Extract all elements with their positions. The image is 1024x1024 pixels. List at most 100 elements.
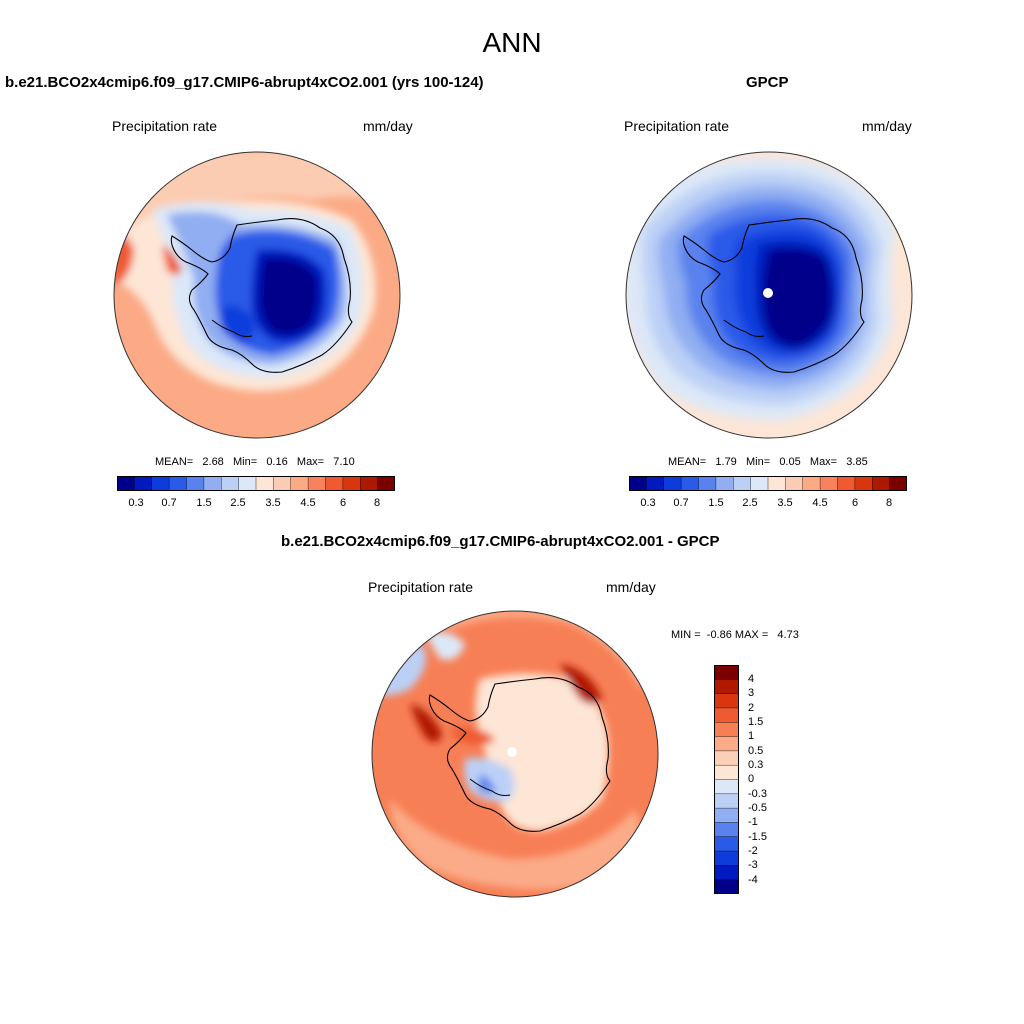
diff-ross-core-negative xyxy=(478,774,496,794)
colorbar-swatch xyxy=(186,476,205,491)
model-colorbar-labels: 0.3 0.7 1.5 2.5 3.5 4.5 6 8 xyxy=(117,497,395,511)
diff-pole-missing-data xyxy=(507,747,517,757)
colorbar-swatch xyxy=(714,736,739,752)
model-colorbar-label: 3.5 xyxy=(265,497,281,509)
colorbar-swatch xyxy=(325,476,344,491)
diff-variable-label: Precipitation rate xyxy=(368,579,474,595)
model-colorbar-label: 1.5 xyxy=(196,497,212,509)
obs-colorbar-labels: 0.3 0.7 1.5 2.5 3.5 4.5 6 8 xyxy=(629,497,907,511)
model-colorbar-label: 4.5 xyxy=(300,497,316,509)
obs-mean-label: MEAN= xyxy=(668,456,707,468)
colorbar-swatch xyxy=(151,476,170,491)
diff-colorbar-label: 0 xyxy=(748,773,755,785)
colorbar-swatch xyxy=(714,665,739,680)
model-panel-title: b.e21.BCO2x4cmip6.f09_g17.CMIP6-abrupt4x… xyxy=(5,74,484,91)
diff-colorbar-label: 0.5 xyxy=(748,745,764,757)
colorbar-swatch xyxy=(169,476,187,491)
obs-colorbar xyxy=(629,476,907,491)
diff-coastal-max xyxy=(560,664,602,704)
colorbar-swatch xyxy=(714,865,739,880)
model-mean-value: 2.68 xyxy=(202,456,224,468)
diff-stats: MIN = -0.86 MAX = 4.73 xyxy=(671,629,799,641)
diff-min-value: -0.86 xyxy=(706,629,732,641)
figure-title: ANN xyxy=(482,27,542,58)
colorbar-swatch xyxy=(785,476,804,491)
obs-max-label: Max= xyxy=(809,456,838,468)
model-ross-lobe xyxy=(220,305,255,342)
diff-colorbar-label: -0.5 xyxy=(748,802,767,814)
model-variable-label: Precipitation rate xyxy=(112,118,218,134)
diff-peninsula-max xyxy=(410,704,442,743)
obs-max-value: 3.85 xyxy=(846,456,868,468)
obs-colorbar-label: 4.5 xyxy=(812,497,828,509)
model-units-label: mm/day xyxy=(363,118,413,134)
model-antarctica-coastline xyxy=(170,218,353,373)
model-outer-ring-band xyxy=(114,152,400,240)
obs-colorbar-label: 0.3 xyxy=(640,497,656,509)
colorbar-swatch xyxy=(681,476,699,491)
colorbar-swatch xyxy=(273,476,292,491)
obs-min-label: Min= xyxy=(745,456,771,468)
colorbar-swatch xyxy=(714,693,739,709)
diff-colorbar-label: 2 xyxy=(748,702,755,714)
obs-minimum-core xyxy=(762,247,833,348)
diff-units-label: mm/day xyxy=(606,579,656,595)
diff-panel-title: b.e21.BCO2x4cmip6.f09_g17.CMIP6-abrupt4x… xyxy=(281,533,720,550)
colorbar-swatch xyxy=(714,808,739,823)
colorbar-swatch xyxy=(714,822,739,838)
obs-units-label: mm/day xyxy=(862,118,912,134)
colorbar-swatch xyxy=(837,476,856,491)
colorbar-swatch xyxy=(117,476,135,491)
colorbar-swatch xyxy=(203,476,222,491)
colorbar-swatch xyxy=(714,879,739,894)
colorbar-swatch xyxy=(221,476,239,491)
diff-colorbar-label: 0.3 xyxy=(748,759,764,771)
obs-panel-title: GPCP xyxy=(746,74,789,91)
colorbar-swatch xyxy=(768,476,786,491)
colorbar-swatch xyxy=(820,476,838,491)
model-peninsula-west-max xyxy=(162,245,182,275)
diff-max-label: MAX = xyxy=(734,629,769,641)
colorbar-swatch xyxy=(714,765,739,780)
diff-colorbar-label: 1.5 xyxy=(748,716,764,728)
model-ice-shelf-line xyxy=(211,319,253,337)
obs-map-border xyxy=(625,151,913,439)
colorbar-swatch xyxy=(733,476,751,491)
diff-ross-negative xyxy=(464,757,515,802)
colorbar-swatch xyxy=(714,851,739,866)
diff-south-band xyxy=(390,799,640,890)
colorbar-swatch xyxy=(714,750,739,766)
colorbar-swatch xyxy=(360,476,378,491)
model-colorbar-label: 0.3 xyxy=(128,497,144,509)
diff-colorbar-label: -0.3 xyxy=(748,788,767,800)
colorbar-border xyxy=(117,476,395,491)
model-colorbar-label: 0.7 xyxy=(161,497,177,509)
colorbar-swatch xyxy=(715,476,734,491)
model-colorbar-label: 2.5 xyxy=(230,497,246,509)
colorbar-swatch xyxy=(238,476,257,491)
model-min-label: Min= xyxy=(232,456,258,468)
diff-colorbar-label: -1 xyxy=(748,816,758,828)
colorbar-swatch xyxy=(308,476,326,491)
diff-map-border xyxy=(371,610,659,898)
colorbar-swatch xyxy=(629,476,647,491)
colorbar-swatch xyxy=(698,476,717,491)
colorbar-swatch xyxy=(714,707,739,723)
colorbar-swatch xyxy=(256,476,274,491)
diff-colorbar-label: -1.5 xyxy=(748,831,767,843)
diff-colorbar-label: -4 xyxy=(748,874,758,886)
colorbar-swatch xyxy=(889,476,907,491)
colorbar-swatch xyxy=(714,793,739,809)
obs-min-value: 0.05 xyxy=(779,456,801,468)
diff-ice-shelf-line xyxy=(469,778,511,796)
obs-polar-map xyxy=(625,151,913,439)
colorbar-swatch xyxy=(854,476,873,491)
obs-ice-shelf-line xyxy=(723,319,765,337)
diff-colorbar-label: 4 xyxy=(748,673,755,685)
diff-colorbar-label: 3 xyxy=(748,687,755,699)
colorbar-border xyxy=(629,476,907,491)
obs-mean-value: 1.79 xyxy=(715,456,737,468)
colorbar-swatch xyxy=(290,476,309,491)
colorbar-swatch xyxy=(872,476,890,491)
diff-antarctica-coastline xyxy=(428,677,611,832)
